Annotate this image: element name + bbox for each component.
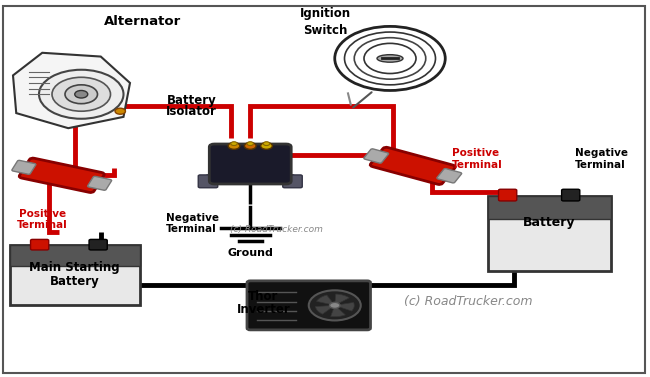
Text: Switch: Switch <box>303 24 347 37</box>
FancyBboxPatch shape <box>209 144 291 184</box>
Text: Isolator: Isolator <box>166 105 217 118</box>
Circle shape <box>65 85 98 104</box>
Circle shape <box>52 77 110 111</box>
Text: Ignition: Ignition <box>300 7 350 20</box>
Text: Battery: Battery <box>523 216 575 229</box>
Text: Terminal: Terminal <box>17 220 68 230</box>
Text: Alternator: Alternator <box>105 14 181 28</box>
FancyBboxPatch shape <box>10 245 140 266</box>
Circle shape <box>309 290 361 320</box>
FancyBboxPatch shape <box>206 175 294 184</box>
Circle shape <box>228 143 240 149</box>
Text: Positive: Positive <box>19 209 66 219</box>
Text: Main Starting: Main Starting <box>29 261 120 274</box>
Text: Terminal: Terminal <box>452 160 502 170</box>
Text: Battery: Battery <box>167 93 216 107</box>
Circle shape <box>231 142 237 146</box>
Wedge shape <box>331 305 345 317</box>
Circle shape <box>335 26 445 90</box>
Circle shape <box>39 70 124 119</box>
FancyBboxPatch shape <box>370 147 455 184</box>
Circle shape <box>247 142 254 146</box>
FancyBboxPatch shape <box>10 245 140 305</box>
FancyBboxPatch shape <box>198 175 218 188</box>
Wedge shape <box>317 295 335 305</box>
FancyBboxPatch shape <box>31 239 49 250</box>
FancyBboxPatch shape <box>20 158 104 193</box>
FancyBboxPatch shape <box>12 160 36 174</box>
Text: Terminal: Terminal <box>575 160 626 170</box>
FancyBboxPatch shape <box>89 239 107 250</box>
Circle shape <box>261 143 272 149</box>
FancyBboxPatch shape <box>499 189 517 201</box>
Text: Negative: Negative <box>575 149 629 158</box>
FancyBboxPatch shape <box>488 196 611 219</box>
FancyBboxPatch shape <box>283 175 302 188</box>
FancyBboxPatch shape <box>562 189 580 201</box>
Wedge shape <box>335 294 349 305</box>
Wedge shape <box>335 302 354 311</box>
Text: Ground: Ground <box>227 248 273 258</box>
Text: Thor: Thor <box>248 290 278 303</box>
Circle shape <box>115 108 125 114</box>
FancyBboxPatch shape <box>488 196 611 271</box>
Circle shape <box>263 142 270 146</box>
Text: Positive: Positive <box>452 149 499 158</box>
Text: Battery: Battery <box>50 274 99 288</box>
Circle shape <box>75 90 88 98</box>
Text: (c) RoadTrucker.com: (c) RoadTrucker.com <box>404 295 532 308</box>
Circle shape <box>244 143 256 149</box>
Text: Terminal: Terminal <box>166 224 216 234</box>
FancyBboxPatch shape <box>364 149 389 163</box>
Circle shape <box>330 302 340 308</box>
Text: (c) RoadTrucker.com: (c) RoadTrucker.com <box>230 225 322 234</box>
Wedge shape <box>315 305 335 314</box>
FancyBboxPatch shape <box>437 169 461 183</box>
Text: Negative: Negative <box>166 213 219 222</box>
FancyBboxPatch shape <box>88 176 112 190</box>
Text: Inverter: Inverter <box>237 303 290 316</box>
FancyBboxPatch shape <box>247 281 370 330</box>
Polygon shape <box>13 53 130 128</box>
Ellipse shape <box>377 55 403 62</box>
